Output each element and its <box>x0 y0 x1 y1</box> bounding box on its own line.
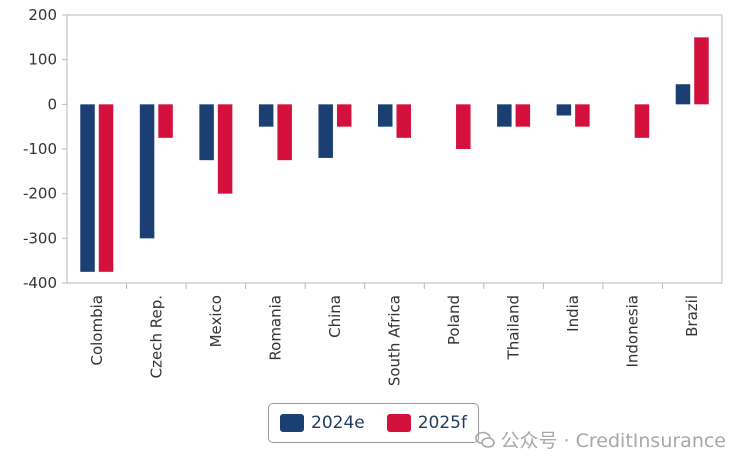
bars <box>80 37 709 272</box>
x-category-label: India <box>564 295 582 332</box>
bar-2024e-china <box>318 104 333 158</box>
y-tick-label: 200 <box>28 6 57 24</box>
legend-label-2024e: 2024e <box>311 413 365 433</box>
chart-axes <box>66 14 723 284</box>
legend-label-2025f: 2025f <box>417 413 467 433</box>
x-category-label: Mexico <box>207 295 225 347</box>
watermark: 公众号 · CreditInsurance <box>474 426 726 453</box>
bar-2024e-brazil <box>675 84 691 105</box>
legend-item-2025f[interactable]: 2025f <box>386 413 467 433</box>
bar-2024e-czech-rep- <box>139 104 155 239</box>
bar-2025f-indonesia <box>634 104 650 138</box>
y-axis-ticks: 200 100 0 -100 -200 -300 -400 <box>23 6 67 292</box>
plot-frame <box>66 14 723 284</box>
bar-2025f-brazil <box>694 37 709 105</box>
bar-2025f-romania <box>277 104 292 161</box>
x-category-label: Indonesia <box>624 295 642 368</box>
watermark-text: 公众号 · CreditInsurance <box>500 430 726 452</box>
wechat-icon <box>474 431 495 448</box>
bar-2025f-india <box>575 104 590 127</box>
y-tick-label: -400 <box>23 274 57 292</box>
bar-2025f-thailand <box>515 104 531 127</box>
bar-2025f-colombia <box>98 104 114 272</box>
legend-swatch-2024e <box>280 414 304 432</box>
x-category-label: Colombia <box>88 295 106 366</box>
x-category-label: Brazil <box>683 295 701 337</box>
y-tick-label: -300 <box>23 229 57 247</box>
bar-2024e-colombia <box>80 104 95 272</box>
y-tick-label: 0 <box>47 95 57 113</box>
bar-2024e-india <box>556 104 572 116</box>
bar-2025f-south-africa <box>396 104 411 138</box>
y-tick-label: -200 <box>23 185 57 203</box>
x-category-label: Romania <box>266 295 284 361</box>
x-category-label: South Africa <box>386 295 404 386</box>
bar-2024e-mexico <box>199 104 214 161</box>
bar-2025f-czech-rep- <box>158 104 173 138</box>
legend-item-2024e[interactable]: 2024e <box>280 413 365 433</box>
legend-swatch-2025f <box>386 414 411 432</box>
x-category-label: China <box>326 295 344 338</box>
bar-2025f-china <box>336 104 352 127</box>
bar-2025f-mexico <box>217 104 233 194</box>
legend: 2024e 2025f <box>268 403 479 443</box>
x-category-label: Poland <box>445 295 463 345</box>
x-category-label: Czech Rep. <box>147 295 165 378</box>
category-labels: Colombia Czech Rep. Mexico Romania China Sout… <box>88 283 701 386</box>
bar-2025f-poland <box>456 104 471 149</box>
y-tick-label: 100 <box>28 51 57 69</box>
y-tick-label: -100 <box>23 140 57 158</box>
bar-2024e-south-africa <box>378 104 393 127</box>
x-category-label: Thailand <box>505 295 523 360</box>
bar-2024e-thailand <box>497 104 512 127</box>
bar-2024e-romania <box>258 104 274 127</box>
